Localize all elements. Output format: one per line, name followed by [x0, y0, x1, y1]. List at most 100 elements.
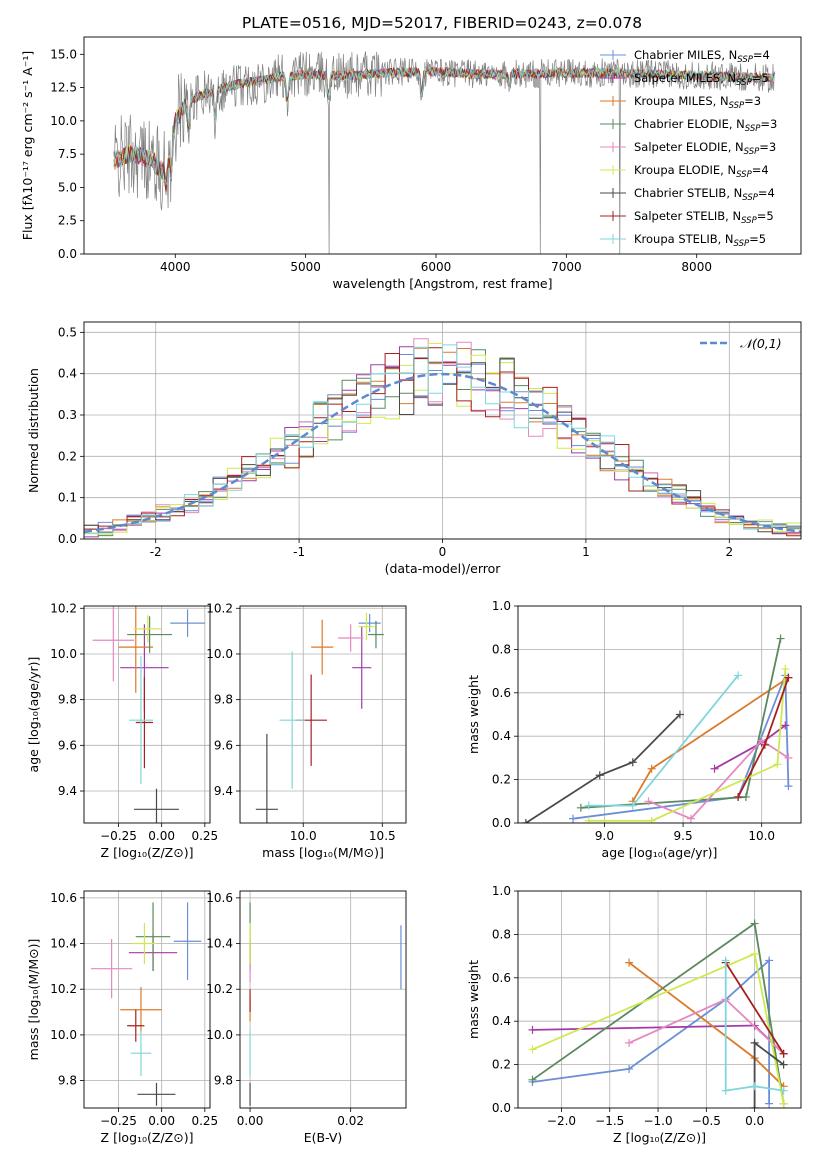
y-tick-label: 0.0 [492, 816, 511, 830]
weight-marker [584, 816, 593, 823]
legend-tail: =5 [752, 71, 769, 85]
plot-area [84, 891, 210, 1108]
weight-marker [779, 1060, 788, 1069]
weight-line-chabrier-stelib [525, 713, 681, 823]
x-tick-label: 6000 [421, 260, 452, 274]
panel-mass_weight_vs_Z: −2.0 −1.5 −1.0 −0.5 0.0 0.0 0.2 0.4 0.6 0.8 1.0 Z [… [466, 884, 802, 1145]
x-tick-label: 1 [582, 545, 590, 559]
weight-marker [584, 801, 593, 810]
y-axis-label: mass [log₁₀(M/M⊙)] [26, 939, 41, 1061]
y-tick-label: 10.2 [50, 601, 77, 615]
x-axis-label: age [log₁₀(age/yr)] [602, 845, 718, 860]
weight-line-salpeter-elodie [648, 739, 789, 820]
errorbar-point-chabrier-stelib [134, 788, 179, 823]
weight-marker [779, 1086, 788, 1095]
weight-marker [521, 819, 530, 823]
errorbar-point-salpeter-elodie [90, 938, 133, 999]
errorbar-point-kroupa-elodie [358, 612, 375, 641]
plot-area [84, 322, 801, 539]
errorbar-point-kroupa-miles [120, 986, 162, 1033]
errorbar-point-salpeter-stelib [127, 1009, 145, 1042]
weight-marker [625, 1064, 634, 1073]
errorbar-point-chabrier-elodie [368, 620, 384, 649]
weight-marker [675, 710, 684, 719]
legend-sub: SSP [734, 239, 750, 249]
errorbar-point-kroupa-elodie [132, 922, 157, 965]
y-tick-label: 9.8 [214, 1074, 233, 1088]
legend-tail: =5 [749, 232, 766, 246]
weight-marker [781, 721, 790, 730]
legend-name: Salpeter ELODIE, N [634, 140, 744, 154]
x-tick-label: −0.25 [100, 829, 137, 843]
weight-line-chabrier-miles [532, 958, 770, 1104]
x-tick-label: 9.5 [674, 829, 693, 843]
panel-spectrum: 4000 5000 6000 7000 8000 0.0 2.5 5.0 7.5 10.0 12.5… [20, 36, 802, 291]
errorbar-point-chabrier-elodie [127, 616, 173, 653]
weight-marker [569, 814, 578, 823]
y-tick-label: 12.5 [50, 81, 77, 95]
axes-frame [517, 890, 802, 1109]
x-axis-label: mass [log₁₀(M/M⊙)] [262, 845, 384, 860]
weight-line-salpeter-stelib [724, 962, 785, 1055]
errorbar-point-kroupa-miles [311, 619, 334, 675]
weight-line-kroupa-elodie [588, 668, 787, 822]
x-tick-label: 8000 [681, 260, 712, 274]
y-tick-label: 10.4 [50, 937, 77, 951]
x-tick-label: 0 [439, 545, 447, 559]
weight-marker [710, 764, 719, 773]
y-tick-label: 0.0 [58, 532, 77, 546]
legend-name: Salpeter MILES, N [634, 71, 736, 85]
model-line-kroupa-stelib [113, 66, 775, 186]
errorbar-point-salpeter-elodie [338, 624, 364, 652]
weight-marker [773, 760, 782, 769]
axes-frame [83, 605, 211, 824]
axes-frame [83, 321, 802, 540]
x-axis-label: Z [log₁₀(Z/Z⊙)] [613, 1130, 706, 1145]
legend-sub: SSP [737, 55, 753, 65]
panel-mass_vs_ebv: 0.00 0.02 9.8 10.0 10.2 10.4 10.6 E(B-V) [206, 890, 407, 1145]
y-tick-label: 10.6 [50, 891, 77, 905]
legend-sub: SSP [741, 216, 757, 226]
panel-age_vs_mass: 10.0 10.5 9.4 9.6 9.8 10.0 10.2 mass [log₁₀(M/M… [206, 601, 407, 860]
errorbar-point-chabrier-miles [170, 609, 205, 637]
errorbar-point-salpeter-elodie [92, 606, 135, 682]
legend-entry: Chabrier STELIB, NSSP=4 [634, 186, 775, 203]
weight-line-kroupa-stelib [724, 960, 784, 1092]
errorbar-point-chabrier-miles [358, 613, 381, 633]
y-tick-label: 9.8 [58, 1074, 77, 1088]
errorbar-point-kroupa-stelib [130, 1030, 152, 1077]
weight-marker [528, 1075, 537, 1084]
x-axis-label: wavelength [Angstrom, rest frame] [332, 276, 552, 291]
legend-entry: Salpeter ELODIE, NSSP=3 [634, 140, 776, 157]
weight-marker [750, 1038, 759, 1047]
x-tick-label: 0.25 [191, 1114, 218, 1128]
x-tick-label: -2 [150, 545, 162, 559]
axes-frame [83, 36, 802, 255]
axes-frame [239, 890, 407, 1109]
axes-frame [83, 890, 211, 1109]
weight-marker [750, 1082, 759, 1091]
errorbar-point-kroupa-elodie [134, 615, 162, 643]
y-tick-label: 10.0 [206, 1028, 233, 1042]
x-tick-label: 0.0 [745, 1114, 764, 1128]
weight-marker [760, 740, 769, 749]
y-tick-label: 5.0 [58, 180, 77, 194]
errorbar-point-kroupa-stelib [128, 656, 154, 785]
y-tick-label: 9.6 [58, 738, 77, 752]
weight-marker [765, 956, 774, 965]
weight-marker [750, 919, 759, 928]
x-tick-label: 10.0 [290, 829, 317, 843]
x-tick-label: 7000 [551, 260, 582, 274]
weight-marker [734, 792, 743, 801]
legend-entry: Salpeter MILES, NSSP=5 [634, 71, 769, 88]
weight-marker [647, 816, 656, 823]
x-tick-label: 0.25 [191, 829, 218, 843]
y-axis-label: Flux [fλ10⁻¹⁷ erg cm⁻² s⁻¹ A⁻¹] [20, 51, 35, 240]
weight-marker [779, 1099, 788, 1108]
weight-marker [647, 764, 656, 773]
errorbar-point-chabrier-stelib [255, 733, 278, 823]
legend-sub: SSP [736, 170, 752, 180]
y-tick-label: 7.5 [58, 147, 77, 161]
y-tick-label: 0.3 [58, 408, 77, 422]
chart-title: PLATE=0516, MJD=52017, FIBERID=0243, z=0… [242, 14, 642, 32]
